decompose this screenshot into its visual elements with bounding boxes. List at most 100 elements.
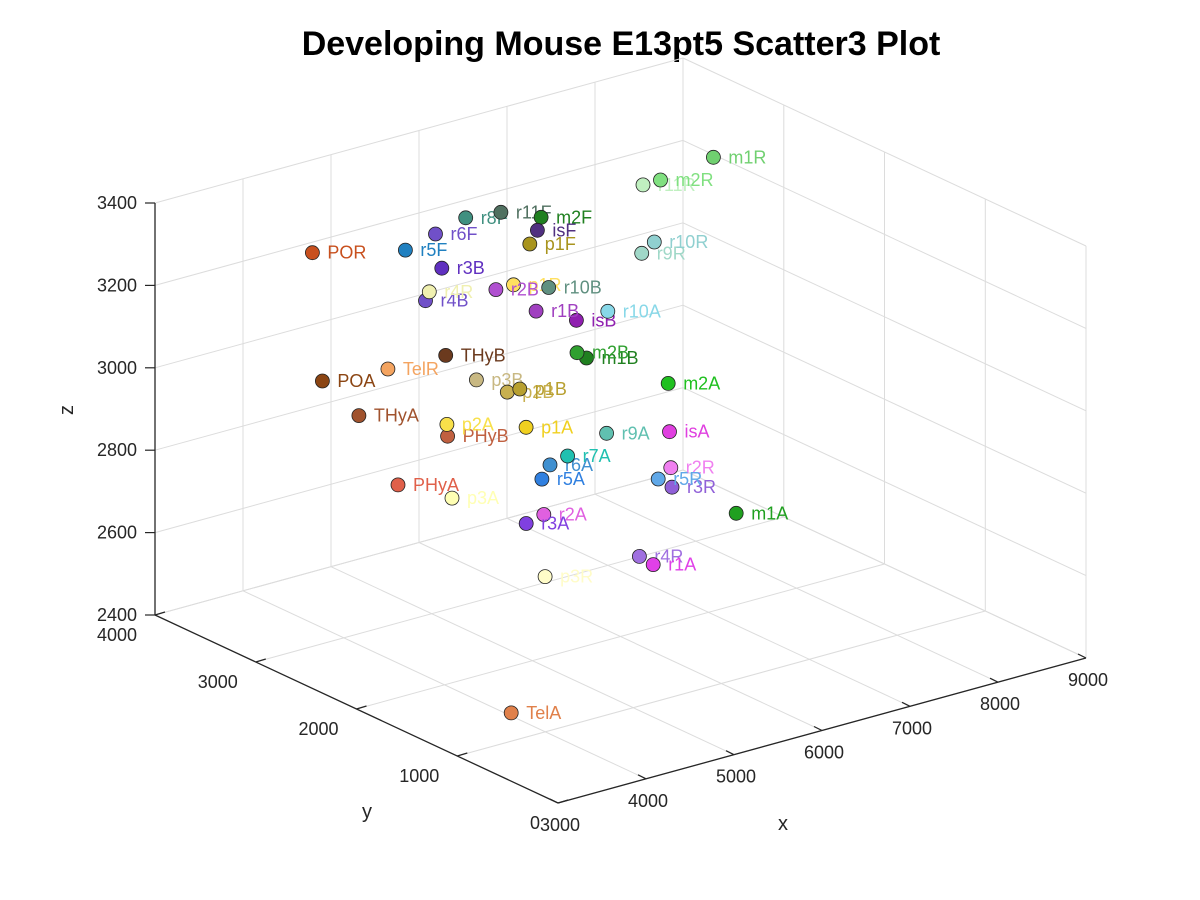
data-point-r3B [434, 260, 450, 276]
x-tick-mark [549, 798, 559, 804]
point-label-m2A: m2A [683, 373, 720, 393]
grid-line [682, 57, 1087, 247]
grid-line [682, 222, 1087, 412]
data-point-r3R [664, 479, 680, 495]
point-label-r4B: r4B [441, 291, 469, 311]
point-label-TelA: TelA [526, 703, 561, 723]
x-tick-mark [901, 701, 911, 707]
data-point-p1R [506, 277, 521, 293]
point-label-r5A: r5A [557, 469, 585, 489]
point-label-r9R: r9R [657, 243, 686, 263]
grid-line [682, 469, 1087, 659]
grid-line [457, 610, 986, 757]
z-tick-label: 2600 [97, 523, 137, 543]
point-label-r9A: r9A [622, 423, 650, 443]
x-tick-label: 6000 [804, 743, 844, 763]
point-label-r3R: r3R [687, 477, 716, 497]
x-tick-mark [1077, 653, 1087, 659]
point-label-PHyA: PHyA [413, 475, 459, 495]
data-point-POR [304, 245, 320, 261]
data-point-r5R [650, 471, 666, 487]
data-point-TelR [380, 361, 396, 377]
point-label-p1B: p1B [535, 379, 567, 399]
x-tick-label: 3000 [540, 815, 580, 835]
z-tick-label: 2400 [97, 605, 137, 625]
point-label-TelR: TelR [403, 359, 439, 379]
data-point-r10B [541, 280, 557, 295]
point-label-r10R: r10R [669, 232, 708, 252]
data-point-m2F [533, 209, 549, 225]
point-label-POA: POA [337, 371, 375, 391]
point-label-THyA: THyA [374, 406, 419, 426]
data-point-r9A [599, 425, 614, 441]
data-point-r2R [663, 460, 679, 476]
z-tick-label: 3400 [97, 193, 137, 213]
axes-box [154, 203, 1087, 804]
data-point-p1F [522, 236, 538, 252]
grid-line [154, 139, 684, 286]
z-tick-label: 2800 [97, 440, 137, 460]
data-point-r10R [646, 234, 662, 250]
data-point-r1B [528, 303, 544, 319]
data-point-r11R [635, 177, 651, 193]
data-point-isA [662, 424, 677, 440]
point-label-m1A: m1A [751, 503, 788, 523]
data-point-r5F [397, 242, 413, 258]
point-label-r3A: r3A [541, 514, 569, 534]
data-point-THyB [438, 347, 454, 363]
data-point-r5A [534, 471, 550, 487]
data-point-r2A [536, 507, 552, 522]
data-point-r6A [542, 457, 558, 473]
point-label-r4R: r4R [444, 282, 473, 302]
grid-line [682, 139, 1087, 329]
data-point-m1A [728, 505, 744, 521]
point-label-m1B: m1B [602, 348, 639, 368]
grid-line [154, 469, 684, 616]
point-label-r5F: r5F [420, 240, 447, 260]
chart-title: Developing Mouse E13pt5 Scatter3 Plot [302, 25, 941, 63]
data-point-r9R [634, 245, 650, 261]
point-label-p1A: p1A [541, 417, 573, 437]
point-label-isA: isA [685, 422, 710, 442]
point-label-r6F: r6F [451, 224, 478, 244]
y-tick-label: 3000 [198, 672, 238, 692]
point-label-THyB: THyB [461, 345, 506, 365]
point-label-p2A: p2A [462, 414, 494, 434]
grid-line [682, 387, 1087, 577]
point-label-m2R: m2R [676, 170, 714, 190]
data-points: PORTelRPOATHyBTHyAPHyAPHyBTelAp3Ap3Bp3Rp… [304, 147, 788, 723]
data-point-r8F [458, 210, 474, 226]
data-point-r10A [600, 303, 616, 319]
grid-line [356, 563, 885, 710]
point-label-r1A: r1A [668, 555, 696, 575]
point-label-r7A: r7A [583, 446, 611, 466]
z-tick-label: 3200 [97, 275, 137, 295]
point-label-p1F: p1F [545, 234, 576, 254]
point-label-r5R: r5R [673, 469, 702, 489]
data-point-r6F [428, 226, 443, 242]
x-tick-label: 4000 [628, 791, 668, 811]
data-point-r2B [488, 282, 504, 298]
grid-lines [154, 57, 1087, 804]
x-tick-label: 7000 [892, 718, 932, 738]
point-label-r2A: r2A [559, 505, 587, 525]
y-tick-mark [255, 658, 266, 663]
data-point-p3A [444, 490, 460, 506]
data-point-p1B [512, 381, 528, 397]
z-axis-label: z [56, 405, 78, 415]
data-point-m2A [660, 375, 676, 391]
point-label-PHyB: PHyB [463, 426, 509, 446]
data-point-m2R [653, 172, 668, 188]
point-label-r2B: r2B [511, 280, 539, 300]
point-label-r3B: r3B [457, 258, 485, 278]
data-point-r7A [560, 448, 575, 464]
data-point-p1A [518, 419, 534, 435]
y-axis-label: y [362, 801, 372, 823]
y-tick-mark [557, 799, 569, 804]
y-tick-mark [154, 611, 166, 616]
data-point-r11F [493, 204, 509, 220]
x-tick-mark [637, 774, 647, 780]
data-point-p3R [537, 569, 553, 584]
grid-line [682, 304, 1087, 494]
